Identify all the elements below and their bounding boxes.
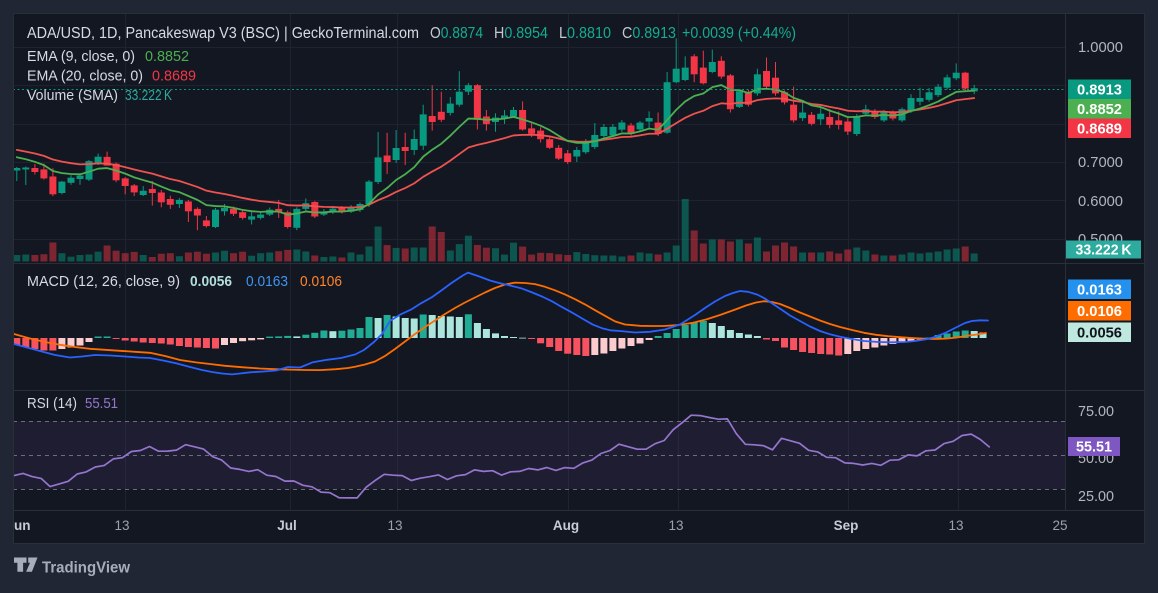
svg-text:0.0056: 0.0056 [1077, 325, 1122, 341]
svg-text:0.7000: 0.7000 [1078, 154, 1123, 171]
svg-text:55.51: 55.51 [1076, 440, 1112, 456]
svg-text:O0.8874: O0.8874 [430, 25, 483, 42]
svg-text:0.0163: 0.0163 [1077, 282, 1122, 298]
svg-text:0.8689: 0.8689 [1077, 121, 1122, 137]
svg-text:55.51: 55.51 [85, 395, 118, 412]
svg-text:Sep: Sep [834, 518, 859, 533]
svg-text:Volume (SMA): Volume (SMA) [27, 87, 118, 104]
svg-text:RSI (14): RSI (14) [27, 395, 77, 412]
svg-text:0.6000: 0.6000 [1078, 193, 1123, 210]
svg-text:un: un [14, 518, 31, 533]
svg-text:75.00: 75.00 [1078, 403, 1114, 420]
svg-text:0.8852: 0.8852 [145, 48, 189, 65]
svg-text:+0.0039 (+0.44%): +0.0039 (+0.44%) [682, 25, 796, 42]
svg-text:0.8913: 0.8913 [1077, 82, 1122, 98]
svg-text:L0.8810: L0.8810 [559, 25, 611, 42]
svg-text:Jul: Jul [277, 518, 297, 533]
svg-text:13: 13 [387, 518, 402, 533]
svg-text:25: 25 [1052, 518, 1067, 533]
svg-text:H0.8954: H0.8954 [494, 25, 548, 42]
svg-text:0.8689: 0.8689 [152, 68, 196, 85]
svg-text:0.0056: 0.0056 [190, 273, 232, 290]
svg-text:1.0000: 1.0000 [1078, 39, 1123, 56]
svg-text:13: 13 [948, 518, 963, 533]
svg-text:33.222 K: 33.222 K [125, 87, 172, 104]
svg-text:TradingView: TradingView [42, 560, 131, 577]
svg-text:C0.8913: C0.8913 [622, 25, 676, 42]
svg-text:13: 13 [668, 518, 683, 533]
svg-text:0.8852: 0.8852 [1077, 102, 1122, 118]
svg-text:13: 13 [114, 518, 129, 533]
svg-text:25.00: 25.00 [1078, 488, 1114, 505]
svg-text:0.0163: 0.0163 [246, 273, 288, 290]
svg-text:EMA (9, close, 0): EMA (9, close, 0) [27, 48, 135, 65]
svg-text:Aug: Aug [553, 518, 579, 533]
svg-text:0.0106: 0.0106 [1077, 304, 1122, 320]
svg-text:MACD (12, 26, close, 9): MACD (12, 26, close, 9) [27, 273, 180, 290]
svg-text:ADA/USD, 1D, Pancakeswap V3 (B: ADA/USD, 1D, Pancakeswap V3 (BSC) | Geck… [27, 25, 419, 42]
svg-text:EMA (20, close, 0): EMA (20, close, 0) [27, 68, 143, 85]
svg-text:33.222 K: 33.222 K [1076, 243, 1133, 259]
svg-text:0.0106: 0.0106 [300, 273, 342, 290]
